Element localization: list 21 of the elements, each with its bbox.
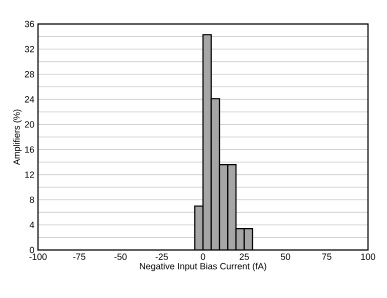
x-tick-label: -50 <box>114 254 127 260</box>
y-tick-label: 36 <box>24 20 34 28</box>
x-tick-label: 100 <box>361 254 376 260</box>
x-tick-label: -75 <box>73 254 86 260</box>
y-tick-label: 8 <box>30 196 34 203</box>
y-tick-label: 20 <box>24 121 34 128</box>
x-axis-title: Negative Input Bias Current (fA) <box>140 262 266 272</box>
x-tick-label: -100 <box>29 254 47 260</box>
y-tick-label: 16 <box>25 146 34 153</box>
y-tick-label: 28 <box>24 71 34 78</box>
y-axis-title: Amplifiers (%) <box>13 110 22 165</box>
y-tick-label: 12 <box>25 172 34 178</box>
x-tick-label: 75 <box>322 254 332 260</box>
y-tick-label: 4 <box>30 222 34 228</box>
x-tick-label: 50 <box>280 254 290 260</box>
x-tick-label: 0 <box>200 254 206 260</box>
y-tick-label: 32 <box>24 46 34 52</box>
y-tick-label: 24 <box>24 96 34 102</box>
y-tick-label: 0 <box>30 246 34 254</box>
x-tick-label: -25 <box>156 254 168 260</box>
x-tick-label: 25 <box>240 254 249 260</box>
